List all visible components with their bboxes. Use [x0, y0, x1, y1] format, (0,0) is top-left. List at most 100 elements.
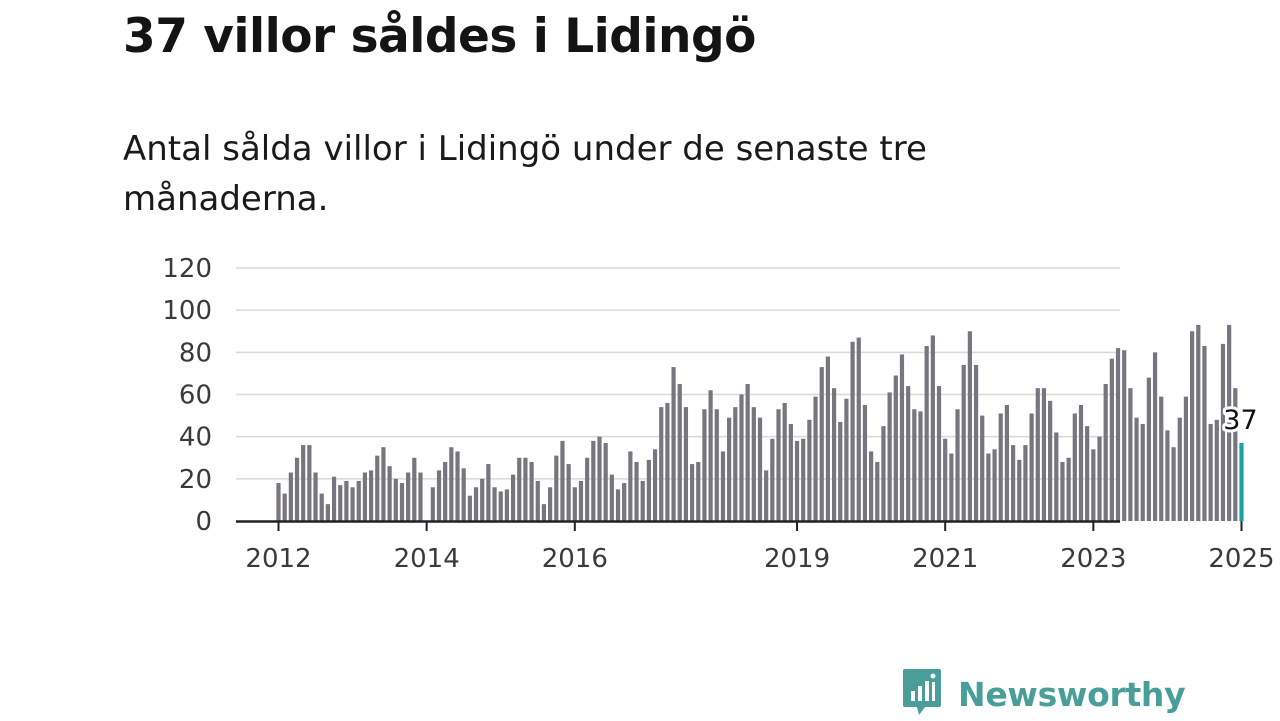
bar	[473, 487, 479, 521]
bar	[659, 407, 664, 521]
bar	[412, 457, 417, 521]
bar	[918, 411, 923, 521]
bar-chart: 0 20 40 60 80 100 120 2012 2014 2016 2019 2021 2023…	[162, 254, 1275, 574]
x-tick-label: 2016	[542, 544, 608, 574]
bar	[967, 331, 972, 521]
bar	[757, 417, 763, 521]
bar	[301, 445, 306, 521]
bar	[406, 472, 411, 521]
bar	[949, 453, 954, 521]
bar	[893, 375, 898, 521]
bar	[992, 449, 997, 521]
bar	[498, 491, 503, 521]
bar	[517, 457, 522, 521]
bar	[591, 440, 596, 521]
bar	[1233, 388, 1238, 521]
bar	[856, 337, 861, 521]
bar	[578, 480, 584, 521]
last-value-label: 37	[1223, 405, 1257, 436]
bar	[652, 449, 658, 521]
bar	[1035, 388, 1040, 521]
bar	[1227, 324, 1232, 521]
bar	[325, 504, 330, 521]
bar	[510, 474, 516, 521]
bar	[344, 480, 349, 521]
bar	[677, 383, 682, 521]
bar	[375, 455, 380, 521]
bar	[1004, 405, 1010, 521]
bar	[745, 383, 750, 521]
y-tick-label: 120	[162, 254, 212, 284]
bar	[1202, 346, 1207, 521]
bar	[702, 409, 707, 521]
bar	[733, 407, 738, 521]
bar	[646, 459, 651, 521]
bar	[1085, 426, 1090, 522]
x-tick-label: 2021	[912, 544, 978, 574]
bar	[708, 390, 713, 521]
y-tick-label: 0	[195, 507, 212, 537]
bar	[955, 409, 960, 521]
bar	[794, 440, 800, 521]
bar	[1146, 377, 1151, 521]
bar	[486, 464, 491, 521]
bar	[869, 451, 874, 521]
chart-title: 37 villor såldes i Lidingö	[123, 9, 756, 64]
bar	[936, 386, 942, 521]
bar	[825, 356, 830, 521]
bar	[1072, 413, 1077, 521]
bar	[548, 487, 553, 521]
bar	[461, 468, 466, 521]
bar	[276, 483, 281, 521]
bar-chart-speech-icon	[902, 667, 942, 721]
bar	[943, 438, 948, 521]
bar	[640, 480, 645, 521]
bar	[986, 453, 991, 521]
bar	[535, 480, 540, 521]
bar	[1023, 445, 1028, 521]
y-tick-label: 60	[179, 381, 212, 411]
bar	[1041, 388, 1047, 521]
bar	[998, 413, 1003, 521]
bar	[1091, 449, 1096, 521]
bar	[1171, 447, 1176, 521]
bar	[838, 421, 843, 521]
bar	[831, 388, 837, 521]
bar	[1066, 457, 1071, 521]
bar	[1165, 430, 1170, 521]
bar	[689, 464, 695, 521]
bar	[615, 489, 621, 522]
bar	[782, 402, 787, 521]
highlight-bar	[1239, 442, 1244, 521]
bar	[887, 392, 892, 521]
y-tick-label: 20	[179, 465, 212, 495]
bar	[288, 472, 293, 521]
bar	[585, 457, 590, 521]
bar	[1048, 400, 1053, 521]
bar	[523, 457, 528, 521]
bar	[1060, 461, 1065, 521]
bar	[603, 442, 608, 521]
bar	[912, 409, 917, 521]
bar	[906, 386, 911, 521]
bar	[566, 464, 571, 521]
bar	[862, 405, 868, 521]
bar	[449, 447, 454, 521]
bar	[1103, 383, 1108, 521]
bar	[930, 335, 935, 521]
bar	[338, 485, 343, 521]
x-axis-ticks: 2012 2014 2016 2019 2021 2023 2025	[245, 521, 1275, 574]
bar	[455, 451, 460, 521]
bar	[770, 438, 775, 521]
bar	[714, 409, 719, 521]
bar	[980, 415, 985, 521]
bar	[924, 346, 929, 521]
bar	[634, 461, 639, 521]
bar	[504, 489, 509, 522]
bars	[276, 324, 1244, 522]
bar	[1122, 350, 1127, 521]
bar	[1196, 324, 1201, 521]
bar	[720, 451, 726, 521]
bar	[1029, 413, 1034, 521]
bar	[683, 407, 689, 521]
